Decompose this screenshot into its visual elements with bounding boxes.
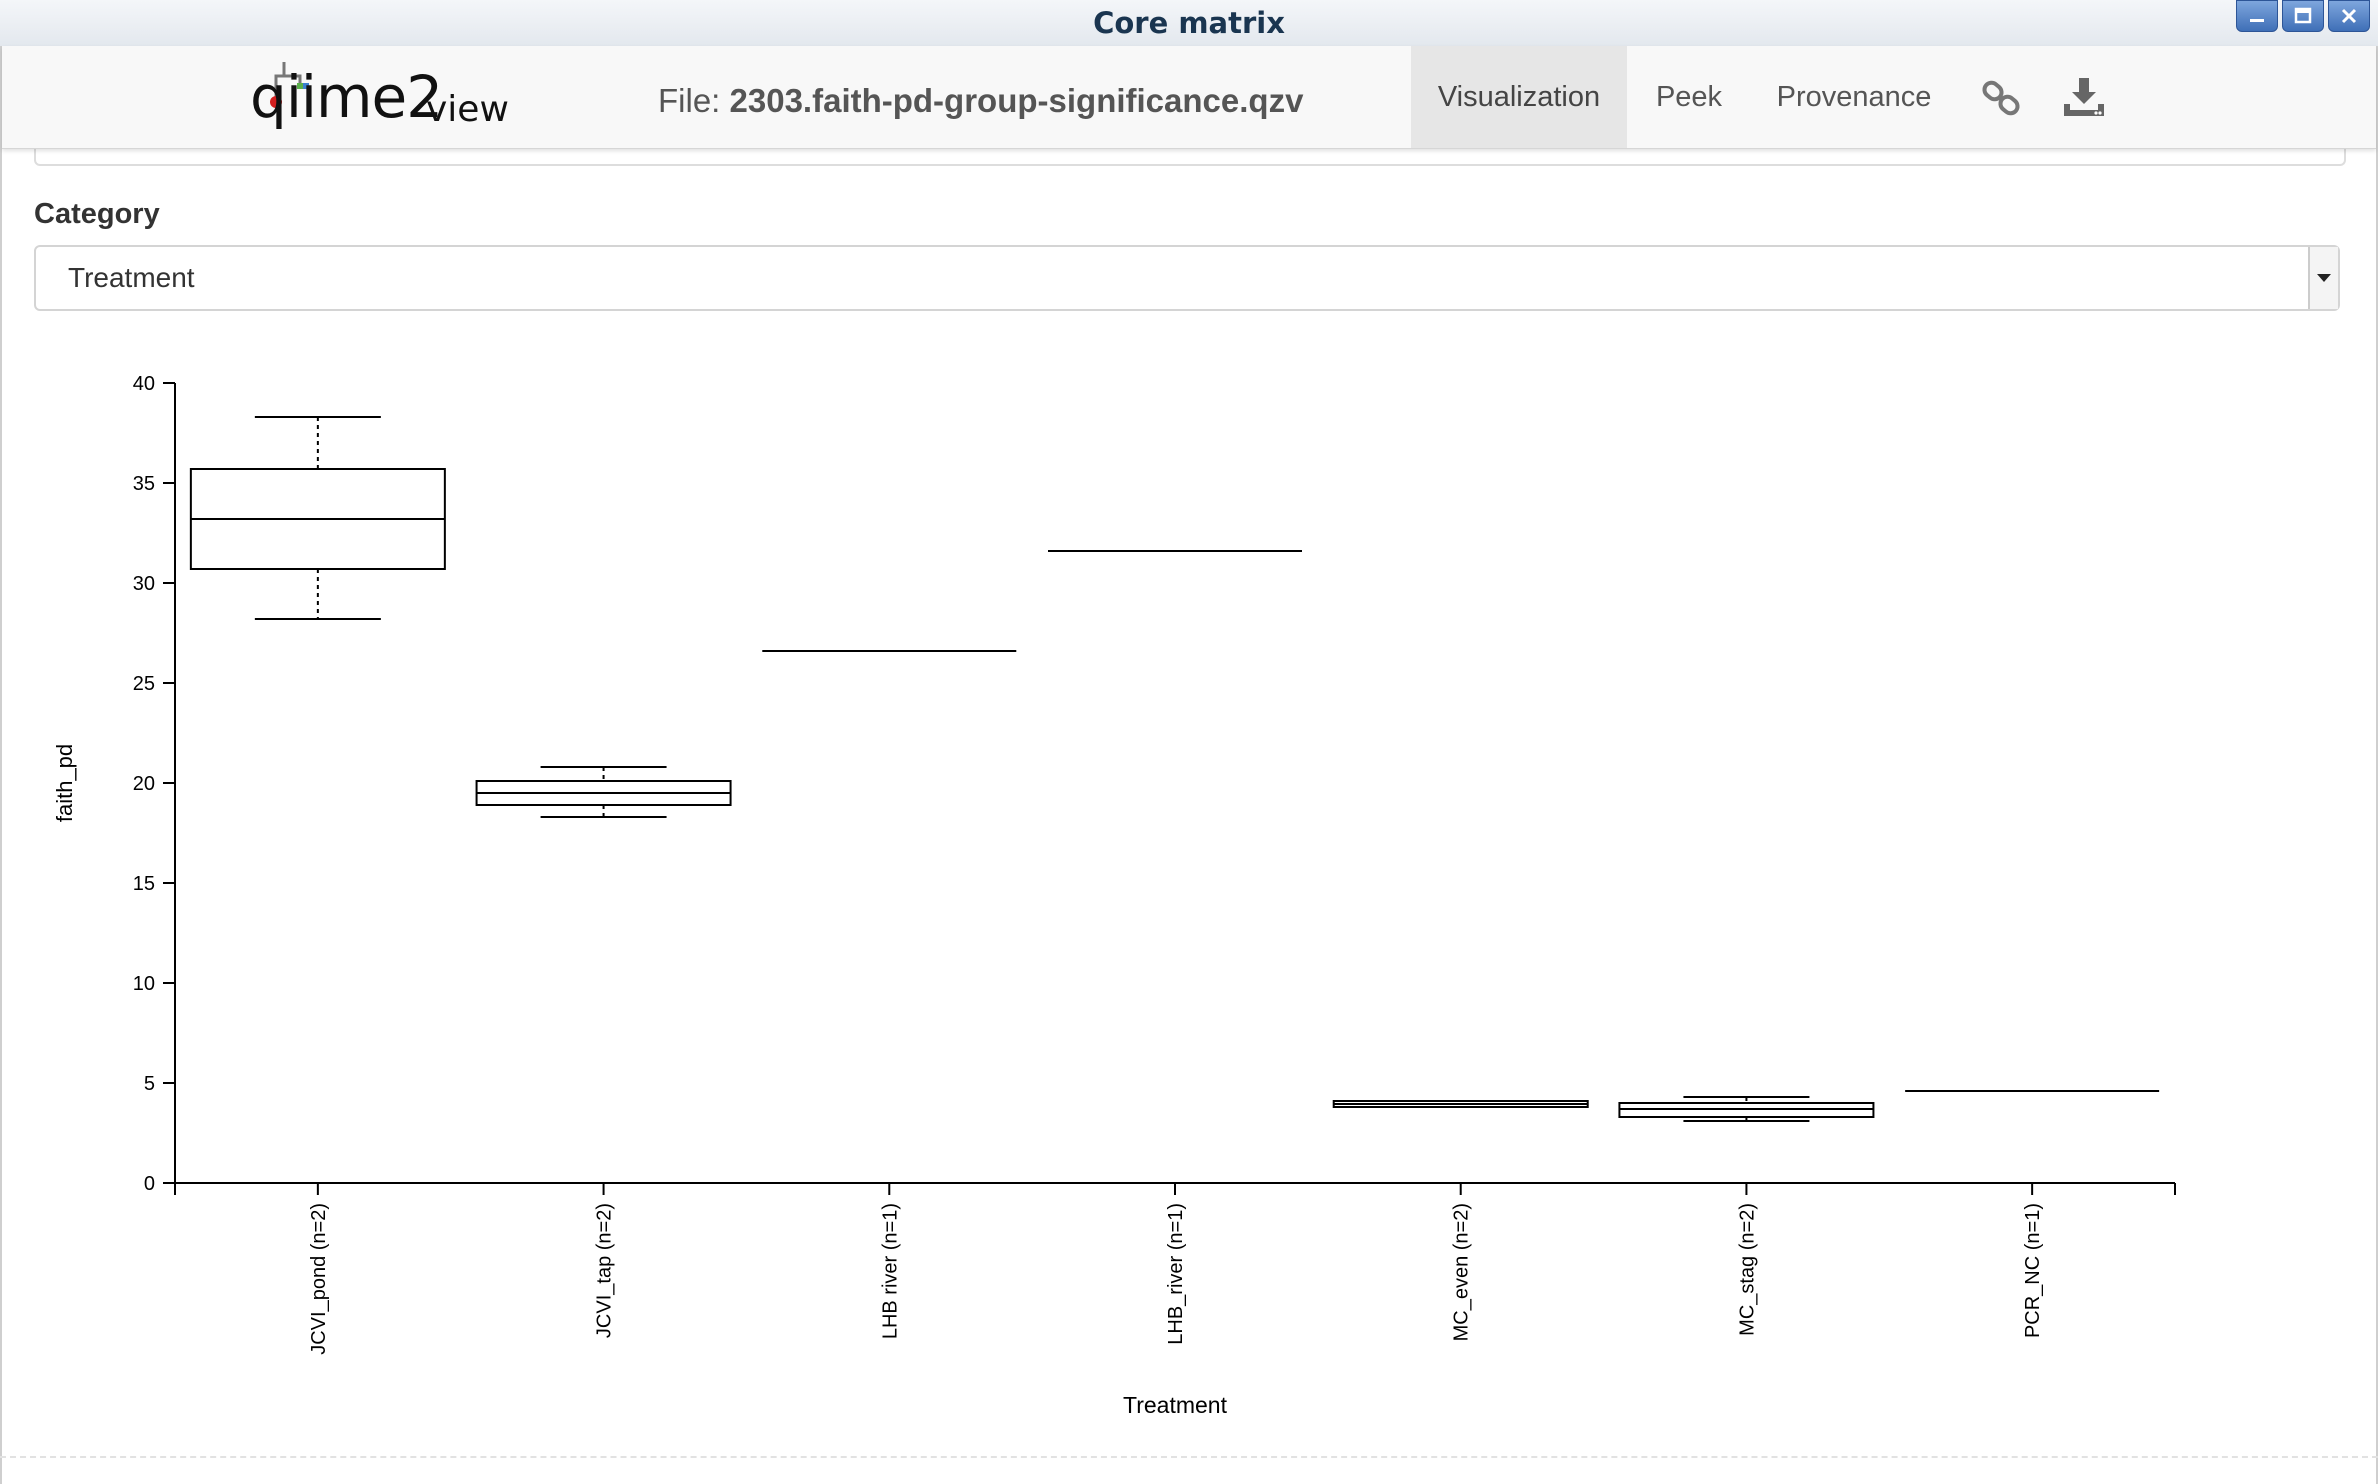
x-tick-label: PCR_NC (n=1) bbox=[2022, 1203, 2044, 1338]
chevron-down-icon[interactable] bbox=[2308, 247, 2338, 309]
magnifier-logo-icon bbox=[270, 62, 309, 108]
logo-main-text: qiime2 bbox=[250, 63, 443, 131]
previous-panel-edge bbox=[34, 140, 2346, 166]
close-window-button[interactable] bbox=[2328, 0, 2370, 32]
y-tick-label: 30 bbox=[133, 573, 155, 595]
window-title-bar: Core matrix bbox=[0, 0, 2378, 46]
minimize-button[interactable] bbox=[2236, 0, 2278, 32]
x-axis-label: Treatment bbox=[1123, 1392, 1228, 1418]
file-name-display: File: 2303.faith-pd-group-significance.q… bbox=[658, 82, 1303, 120]
close-icon bbox=[2341, 8, 2357, 24]
x-tick-label: MC_even (n=2) bbox=[1451, 1203, 1473, 1341]
file-prefix: File: bbox=[658, 82, 721, 119]
y-tick-label: 20 bbox=[133, 773, 155, 795]
tab-peek-label: Peek bbox=[1655, 81, 1723, 113]
window-title: Core matrix bbox=[1093, 6, 1285, 40]
y-axis-label: faith_pd bbox=[52, 744, 77, 822]
qiime2-view-logo[interactable]: qiime2 view bbox=[248, 56, 509, 140]
category-label: Category bbox=[34, 198, 160, 230]
category-selected-value: Treatment bbox=[68, 262, 195, 293]
category-select[interactable]: Treatment bbox=[34, 245, 2340, 311]
maximize-button[interactable] bbox=[2282, 0, 2324, 32]
y-tick-label: 10 bbox=[133, 973, 155, 995]
tab-provenance[interactable]: Provenance bbox=[1754, 46, 1954, 148]
x-tick-label: LHB_river (n=1) bbox=[1165, 1203, 1187, 1345]
x-tick-label: LHB river (n=1) bbox=[879, 1203, 901, 1339]
x-tick-label: JCVI_pond (n=2) bbox=[308, 1203, 330, 1355]
minimize-icon bbox=[2250, 19, 2264, 22]
tab-visualization-label: Visualization bbox=[1437, 81, 1601, 113]
y-tick-label: 15 bbox=[133, 873, 155, 895]
link-button[interactable] bbox=[1980, 76, 2024, 120]
x-tick-label: JCVI_tap (n=2) bbox=[594, 1203, 616, 1338]
window-controls bbox=[2236, 0, 2370, 32]
tab-provenance-label: Provenance bbox=[1776, 81, 1932, 113]
window-left-border bbox=[0, 46, 2, 1484]
tab-visualization[interactable]: Visualization bbox=[1411, 46, 1627, 148]
link-icon bbox=[1982, 80, 2020, 116]
download-icon bbox=[2064, 78, 2104, 116]
y-tick-label: 40 bbox=[133, 373, 155, 395]
y-tick-label: 35 bbox=[133, 473, 155, 495]
y-tick-label: 25 bbox=[133, 673, 155, 695]
y-tick-label: 5 bbox=[144, 1073, 155, 1095]
file-name: 2303.faith-pd-group-significance.qzv bbox=[729, 82, 1304, 119]
faith-pd-boxplot: 0 5 10 15 20 25 30 35 40 faith_pd Treatment JCVI_po… bbox=[52, 373, 2176, 1418]
bottom-divider bbox=[0, 1456, 2378, 1458]
download-button[interactable] bbox=[2062, 76, 2106, 120]
tab-peek[interactable]: Peek bbox=[1627, 46, 1751, 148]
x-tick-label: MC_stag (n=2) bbox=[1736, 1203, 1758, 1336]
y-tick-label: 0 bbox=[144, 1173, 155, 1195]
logo-sub-text: view bbox=[426, 89, 509, 130]
window-right-border bbox=[2376, 46, 2378, 1484]
app-header: qiime2 view File: 2303.faith-pd-group-si… bbox=[2, 46, 2376, 149]
maximize-icon bbox=[2294, 7, 2312, 24]
